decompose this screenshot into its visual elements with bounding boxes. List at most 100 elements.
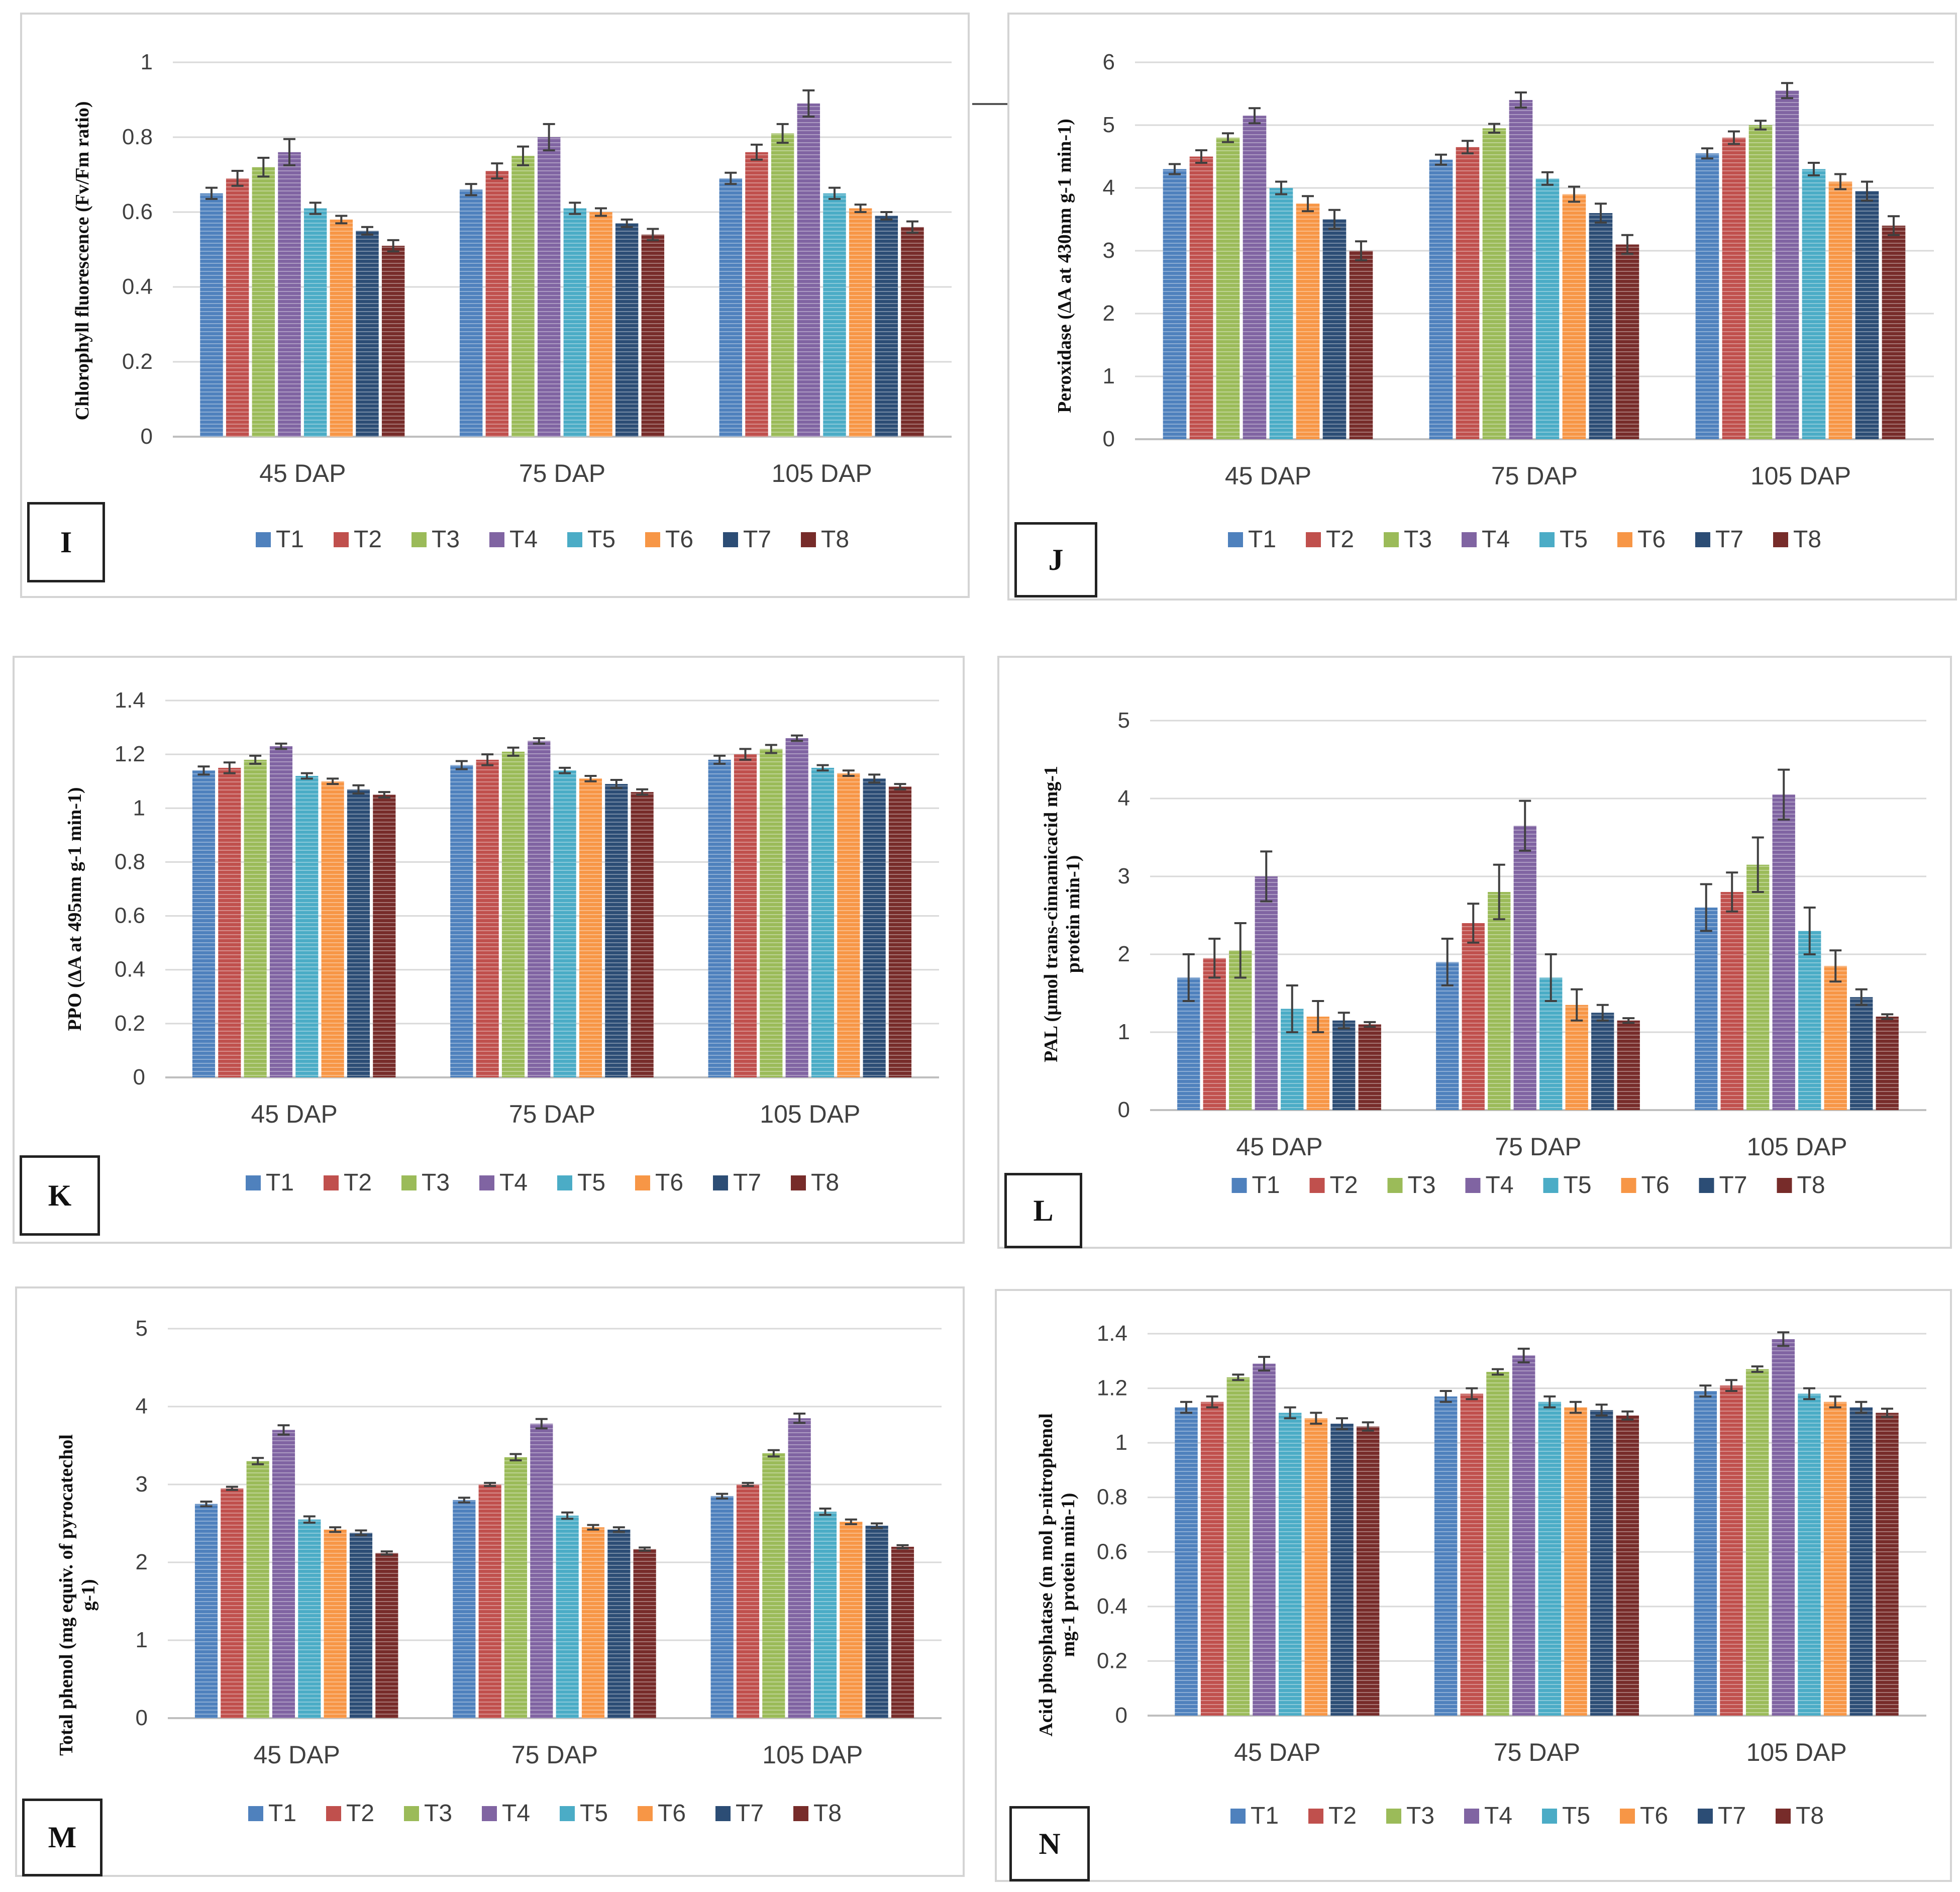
bar-T1-45-DAP [192, 770, 216, 1077]
y-axis-label-line: Total phenol (mg equiv. of pyrocatechol [56, 1434, 77, 1756]
legend-label-T6: T6 [655, 1169, 683, 1196]
y-axis-label: Acid phosphatase (m mol p-nitrophenol mg-… [1035, 1413, 1079, 1736]
x-category-label: 45 DAP [1236, 1133, 1322, 1161]
y-axis-label: PAL (µmol trans-cinnamicacid mg-1 protein… [1040, 766, 1084, 1062]
bar-T8-75-DAP [1615, 244, 1639, 439]
x-category-label: 75 DAP [1494, 1738, 1580, 1766]
y-axis-label: PPO (ΔA at 495nm g-1 min-1) [64, 787, 86, 1031]
bar-T4-45-DAP [1243, 116, 1267, 439]
y-tick-label: 4 [1118, 786, 1130, 811]
x-category-label: 105 DAP [1746, 1738, 1847, 1766]
legend-swatch-T7 [1699, 1178, 1714, 1193]
legend-label-T7: T7 [1719, 1172, 1747, 1199]
panel-letter: I [27, 502, 105, 582]
legend-swatch-T3 [411, 532, 427, 547]
y-axis-label: Peroxidase (ΔA at 430nm g-1 min-1) [1054, 119, 1076, 413]
legend-label-T4: T4 [1484, 1803, 1512, 1829]
bar-T3-105-DAP [760, 749, 783, 1077]
bar-T6-105-DAP [1823, 1402, 1847, 1716]
y-tick-label: 0.4 [1097, 1594, 1127, 1619]
bar-T5-75-DAP [556, 1516, 579, 1718]
bar-T3-75-DAP [504, 1457, 528, 1718]
bar-T4-105-DAP [1775, 90, 1799, 439]
bar-T3-45-DAP [252, 167, 275, 437]
bar-T4-105-DAP [797, 103, 820, 437]
bar-T7-75-DAP [605, 784, 628, 1077]
bar-T1-105-DAP [708, 759, 731, 1077]
y-tick-label: 0 [1103, 427, 1115, 451]
legend-label-T7: T7 [733, 1169, 761, 1196]
bar-T7-75-DAP [1590, 1410, 1613, 1716]
y-tick-label: 0 [1118, 1098, 1130, 1122]
bar-T7-105-DAP [865, 1526, 888, 1718]
x-category-label: 45 DAP [254, 1741, 340, 1769]
legend-label-T2: T2 [344, 1169, 372, 1196]
bar-T1-105-DAP [719, 178, 743, 437]
y-tick-label: 0.2 [115, 1011, 145, 1036]
y-tick-label: 0.8 [122, 125, 153, 149]
legend-swatch-T1 [248, 1806, 263, 1821]
legend-swatch-T1 [1231, 1178, 1247, 1193]
legend-label-T2: T2 [1328, 1803, 1357, 1829]
bar-T3-75-DAP [1488, 892, 1511, 1110]
legend-label-T5: T5 [577, 1169, 605, 1196]
chart-svg: 0 0.2 0.4 0.6 0.8 1 45 DAP 75 DAP 105 DAP T1 T2 T3 T… [122, 50, 952, 553]
y-tick-label: 5 [1103, 113, 1115, 137]
chart-panel-L: 0 1 2 3 4 5 45 DAP 75 DAP 105 DAP T1 T2 T3 T4 T5 T6 T7 T… [997, 656, 1952, 1249]
y-tick-label: 0.6 [1097, 1539, 1127, 1564]
bar-T5-105-DAP [811, 767, 835, 1077]
bar-T4-105-DAP [1772, 794, 1795, 1110]
bar-T4-75-DAP [530, 1424, 553, 1718]
bar-T4-75-DAP [537, 137, 561, 437]
y-tick-label: 1.4 [1097, 1321, 1127, 1346]
bar-T1-75-DAP [450, 765, 473, 1077]
y-axis-label-line: PPO (ΔA at 495nm g-1 min-1) [64, 787, 85, 1031]
legend-swatch-T8 [801, 532, 816, 547]
legend-swatch-T1 [1230, 1809, 1246, 1824]
legend-swatch-T8 [1773, 532, 1788, 547]
legend-label-T5: T5 [587, 526, 615, 553]
bar-T8-75-DAP [631, 792, 654, 1077]
legend-label-T3: T3 [422, 1169, 450, 1196]
legend-label-T1: T1 [1252, 1172, 1280, 1199]
legend-label-T3: T3 [1406, 1803, 1434, 1829]
bar-T8-45-DAP [373, 794, 396, 1077]
y-tick-label: 5 [1118, 708, 1130, 733]
bar-T2-105-DAP [1720, 1385, 1743, 1716]
bar-T7-75-DAP [607, 1529, 631, 1718]
bar-T6-75-DAP [1564, 1407, 1587, 1716]
x-category-label: 105 DAP [760, 1100, 860, 1128]
bar-T7-75-DAP [1589, 213, 1613, 439]
y-axis-label-line: mg-1 protein min-1) [1058, 1492, 1079, 1657]
legend-swatch-T6 [1617, 532, 1632, 547]
bar-T2-45-DAP [226, 178, 249, 437]
bar-T5-45-DAP [295, 776, 319, 1077]
legend-swatch-T2 [334, 532, 349, 547]
legend-swatch-T5 [557, 1175, 572, 1190]
legend-label-T4: T4 [502, 1800, 530, 1827]
bar-T1-105-DAP [1694, 1391, 1717, 1716]
legend-swatch-T5 [567, 532, 582, 547]
bar-T6-45-DAP [1304, 1418, 1328, 1716]
panel-letter: N [1009, 1806, 1090, 1881]
bar-T5-75-DAP [563, 208, 587, 437]
chart-svg: 0 1 2 3 4 5 45 DAP 75 DAP 105 DAP T1 T2 T3 T4 T5 T6 T7 T… [136, 1316, 942, 1827]
legend-label-T3: T3 [432, 526, 460, 553]
y-tick-label: 2 [1103, 301, 1115, 326]
legend-swatch-T5 [1543, 1178, 1559, 1193]
bar-T7-105-DAP [875, 216, 898, 437]
y-tick-label: 2 [1118, 942, 1130, 966]
y-tick-label: 6 [1103, 50, 1115, 74]
y-tick-label: 1.2 [115, 742, 145, 766]
chart-panel-J: 0 1 2 3 4 5 6 45 DAP 75 DAP 105 DAP T1 T2 T3 T4 T5 T6 T7… [1007, 13, 1957, 601]
bar-T7-45-DAP [1332, 1020, 1356, 1110]
bar-T4-75-DAP [1512, 1355, 1535, 1716]
legend-label-T2: T2 [1330, 1172, 1358, 1199]
bar-T7-45-DAP [349, 1533, 373, 1718]
legend-swatch-T7 [713, 1175, 728, 1190]
bar-T5-45-DAP [1278, 1413, 1302, 1716]
legend-swatch-T4 [1465, 1178, 1481, 1193]
legend-label-T1: T1 [276, 526, 304, 553]
legend-swatch-T3 [404, 1806, 419, 1821]
bar-T7-105-DAP [1850, 997, 1873, 1110]
